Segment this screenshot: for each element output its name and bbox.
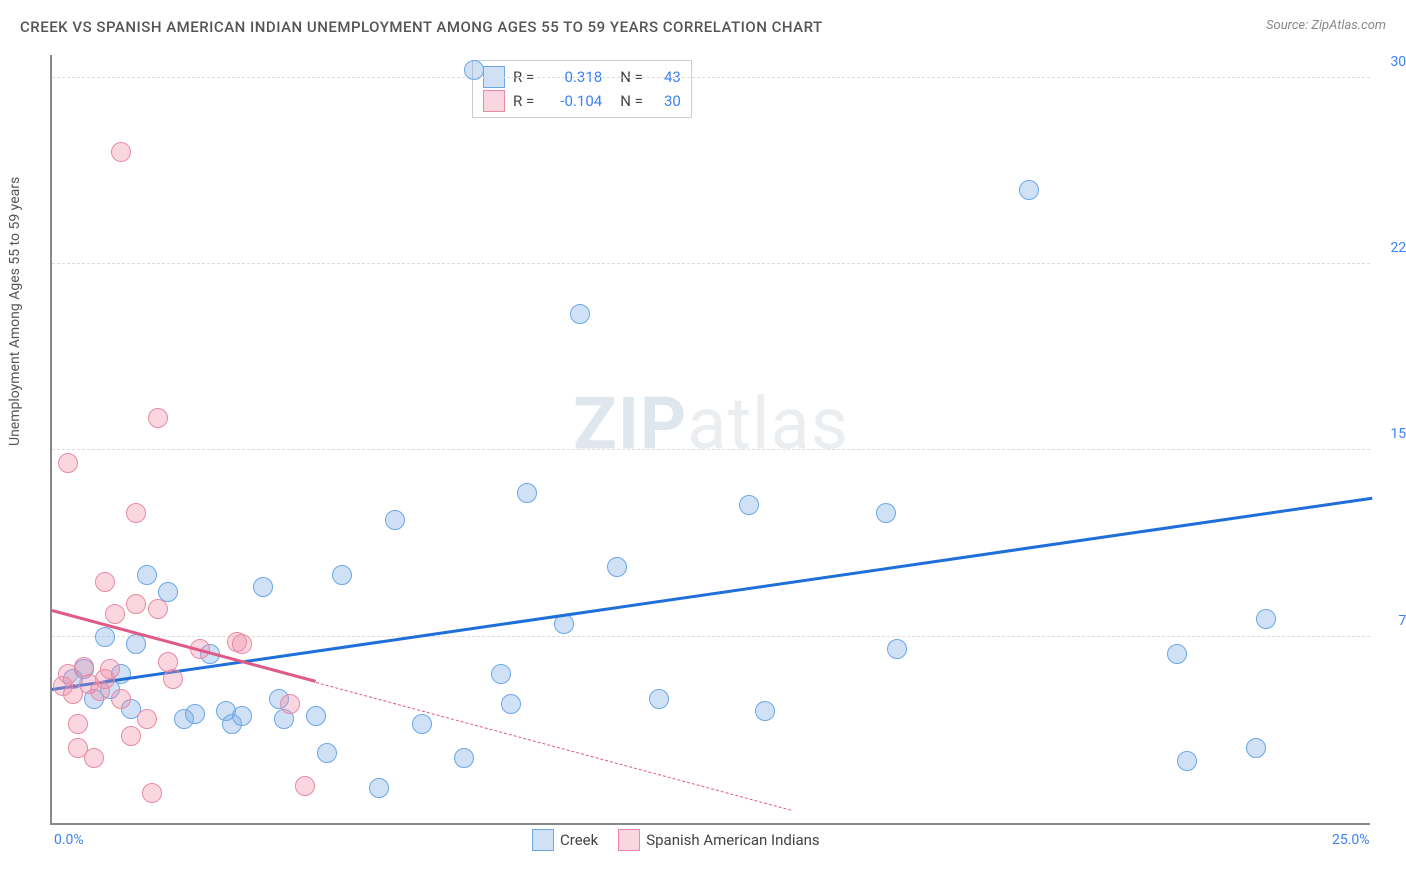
data-point	[454, 748, 474, 768]
data-point	[253, 577, 273, 597]
data-point	[280, 694, 300, 714]
data-point	[464, 60, 484, 80]
data-point	[876, 503, 896, 523]
data-point	[1256, 609, 1276, 629]
watermark: ZIPatlas	[573, 381, 849, 466]
data-point	[158, 582, 178, 602]
data-point	[142, 783, 162, 803]
scatter-plot: ZIPatlas R =0.318N =43R =-0.104N =30 Cre…	[50, 55, 1370, 825]
data-point	[58, 453, 78, 473]
n-label: N =	[620, 92, 643, 110]
gridline	[52, 263, 1370, 264]
x-tick-label: 0.0%	[54, 832, 84, 848]
data-point	[185, 704, 205, 724]
data-point	[95, 627, 115, 647]
data-point	[148, 408, 168, 428]
r-label: R =	[513, 92, 534, 110]
data-point	[317, 743, 337, 763]
data-point	[491, 664, 511, 684]
data-point	[111, 142, 131, 162]
data-point	[649, 689, 669, 709]
legend-item: Creek	[532, 829, 598, 851]
legend-label: Creek	[560, 831, 598, 849]
data-point	[232, 634, 252, 654]
data-point	[412, 714, 432, 734]
correlation-legend: R =0.318N =43R =-0.104N =30	[472, 60, 692, 118]
legend-row: R = -0.104 N = 30	[483, 89, 681, 113]
data-point	[163, 669, 183, 689]
data-point	[332, 565, 352, 585]
data-point	[1246, 738, 1266, 758]
gridline	[52, 449, 1370, 450]
data-point	[126, 503, 146, 523]
y-tick-label: 15.0%	[1378, 426, 1406, 442]
data-point	[369, 778, 389, 798]
y-tick-label: 7.5%	[1378, 613, 1406, 629]
n-value: 30	[651, 92, 681, 110]
legend-item: Spanish American Indians	[618, 829, 819, 851]
data-point	[105, 604, 125, 624]
gridline	[52, 636, 1370, 637]
data-point	[306, 706, 326, 726]
data-point	[126, 594, 146, 614]
data-point	[137, 565, 157, 585]
data-point	[95, 572, 115, 592]
legend-swatch	[483, 90, 505, 112]
x-tick-label: 25.0%	[1332, 832, 1370, 848]
data-point	[1177, 751, 1197, 771]
data-point	[121, 726, 141, 746]
legend-label: Spanish American Indians	[646, 831, 819, 849]
data-point	[232, 706, 252, 726]
data-point	[126, 634, 146, 654]
data-point	[385, 510, 405, 530]
y-tick-label: 30.0%	[1378, 54, 1406, 70]
legend-swatch	[532, 829, 554, 851]
y-axis-label: Unemployment Among Ages 55 to 59 years	[7, 177, 23, 446]
data-point	[739, 495, 759, 515]
data-point	[570, 304, 590, 324]
data-point	[295, 776, 315, 796]
y-tick-label: 22.5%	[1378, 240, 1406, 256]
data-point	[137, 709, 157, 729]
data-point	[84, 748, 104, 768]
data-point	[148, 599, 168, 619]
data-point	[517, 483, 537, 503]
data-point	[1019, 180, 1039, 200]
series-legend: Creek Spanish American Indians	[532, 829, 820, 851]
data-point	[755, 701, 775, 721]
data-point	[100, 659, 120, 679]
source-attribution: Source: ZipAtlas.com	[1266, 18, 1386, 33]
chart-title: CREEK VS SPANISH AMERICAN INDIAN UNEMPLO…	[20, 18, 823, 36]
data-point	[501, 694, 521, 714]
data-point	[68, 714, 88, 734]
legend-swatch	[618, 829, 640, 851]
r-value: -0.104	[542, 92, 602, 110]
data-point	[1167, 644, 1187, 664]
data-point	[887, 639, 907, 659]
gridline	[52, 77, 1370, 78]
data-point	[607, 557, 627, 577]
data-point	[111, 689, 131, 709]
